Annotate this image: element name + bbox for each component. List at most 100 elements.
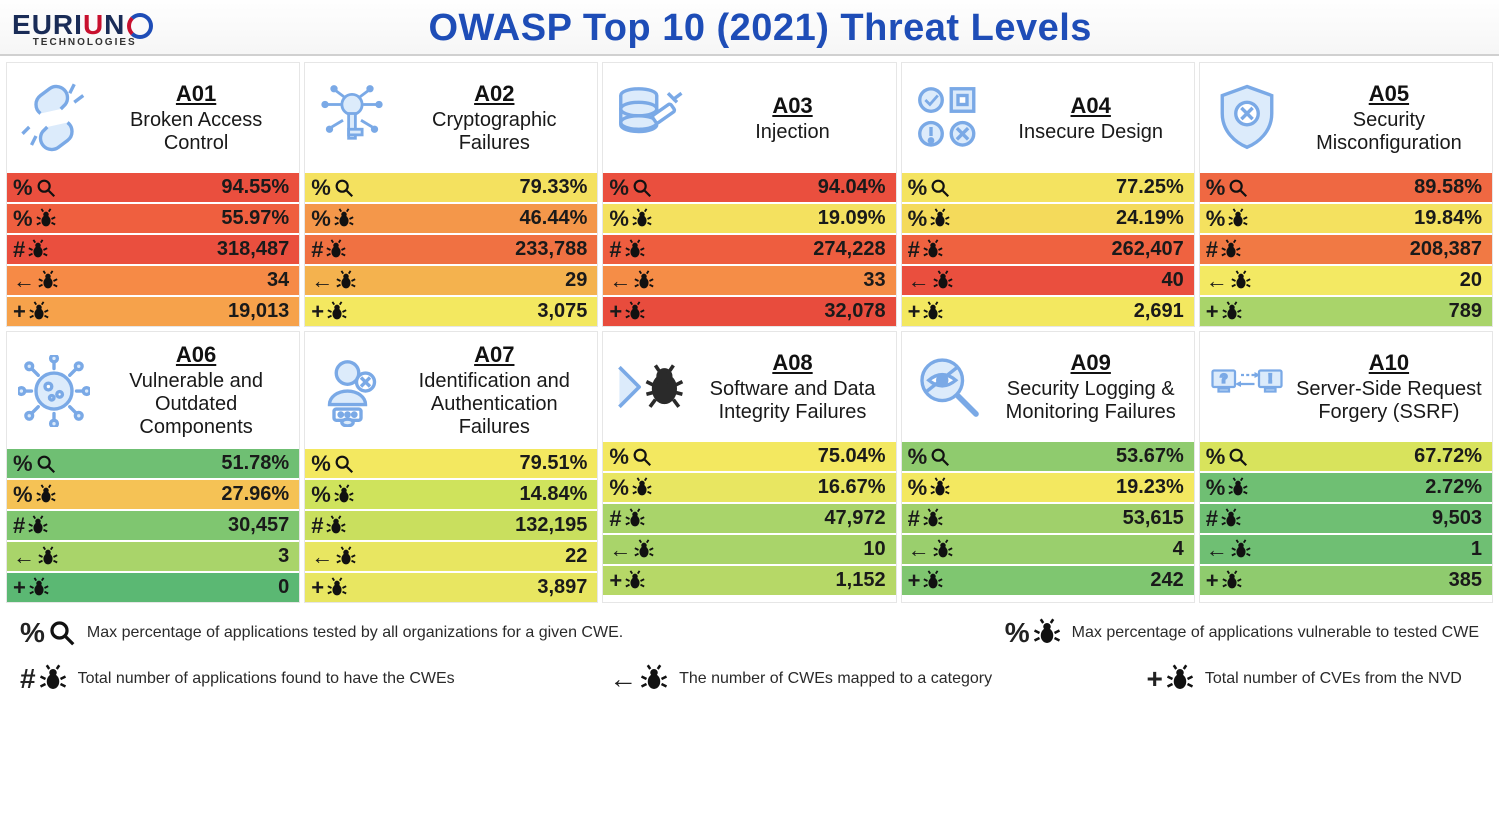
metric-value: 94.55% (221, 176, 289, 199)
metric-row-max_vuln: % 2.72% (1200, 471, 1492, 502)
card-name: Identification and Authentication Failur… (399, 370, 589, 439)
card-name: Injection (697, 121, 887, 144)
metric-row-total_apps: # 9,503 (1200, 502, 1492, 533)
metric-row-max_cov: % 79.51% (305, 447, 597, 478)
card-a09: A09 Security Logging & Monitoring Failur… (901, 331, 1195, 603)
metric-value: 3 (278, 545, 289, 568)
metric-row-max_vuln: % 46.44% (305, 202, 597, 233)
card-a07: A07 Identification and Authentication Fa… (304, 331, 598, 603)
metric-value: 10 (863, 538, 885, 561)
metric-value: 3,075 (537, 300, 587, 323)
card-code: A08 (697, 350, 887, 376)
card-a08: A08 Software and Data Integrity Failures… (602, 331, 896, 603)
svg-text:!: ! (1268, 372, 1272, 386)
card-name: Security Misconfiguration (1294, 109, 1484, 155)
card-a06: A06 Vulnerable and Outdated Components %… (6, 331, 300, 603)
card-name: Vulnerable and Outdated Components (101, 370, 291, 439)
card-a05: A05 Security Misconfiguration % 89.58% %… (1199, 62, 1493, 327)
metric-row-cves: + 789 (1200, 295, 1492, 326)
metric-value: 24.19% (1116, 207, 1184, 230)
cards-grid: A01 Broken Access Control % 94.55% % 55.… (0, 56, 1499, 603)
metric-value: 79.33% (520, 176, 588, 199)
eye-slash-mag-icon (910, 351, 988, 423)
legend-item: % Max percentage of applications tested … (20, 617, 623, 649)
card-name: Security Logging & Monitoring Failures (996, 378, 1186, 424)
metric-row-cwes: ← 20 (1200, 264, 1492, 295)
metric-value: 0 (278, 576, 289, 599)
metric-value: 233,788 (515, 238, 587, 261)
metric-value: 75.04% (818, 445, 886, 468)
card-code: A09 (996, 350, 1186, 376)
metric-row-cves: + 242 (902, 564, 1194, 595)
card-name: Insecure Design (996, 121, 1186, 144)
metric-value: 242 (1150, 569, 1183, 592)
metric-row-total_apps: # 208,387 (1200, 233, 1492, 264)
metric-value: 77.25% (1116, 176, 1184, 199)
ui-checks-icon (910, 82, 988, 154)
metric-value: 27.96% (221, 483, 289, 506)
metric-row-cves: + 385 (1200, 564, 1492, 595)
metric-value: 67.72% (1414, 445, 1482, 468)
metric-row-max_cov: % 53.67% (902, 440, 1194, 471)
metric-row-total_apps: # 318,487 (7, 233, 299, 264)
metric-row-total_apps: # 30,457 (7, 509, 299, 540)
svg-text:?: ? (1220, 372, 1227, 386)
metric-value: 19.84% (1414, 207, 1482, 230)
virus-icon (15, 355, 93, 427)
metric-value: 385 (1449, 569, 1482, 592)
metric-row-max_vuln: % 19.09% (603, 202, 895, 233)
metric-row-cves: + 32,078 (603, 295, 895, 326)
metric-value: 208,387 (1410, 238, 1482, 261)
chevron-bug-icon (611, 351, 689, 423)
metric-value: 22 (565, 545, 587, 568)
card-a04: A04 Insecure Design % 77.25% % 24.19% # … (901, 62, 1195, 327)
metric-row-max_vuln: % 14.84% (305, 478, 597, 509)
metric-value: 9,503 (1432, 507, 1482, 530)
card-code: A05 (1294, 81, 1484, 107)
metric-row-max_vuln: % 19.23% (902, 471, 1194, 502)
legend-item: ← The number of CWEs mapped to a categor… (609, 663, 992, 695)
metric-row-total_apps: # 233,788 (305, 233, 597, 264)
metric-value: 2.72% (1425, 476, 1482, 499)
card-name: Cryptographic Failures (399, 109, 589, 155)
metric-row-max_cov: % 67.72% (1200, 440, 1492, 471)
metric-row-cves: + 0 (7, 571, 299, 602)
metric-row-max_cov: % 77.25% (902, 171, 1194, 202)
metric-value: 1,152 (836, 569, 886, 592)
metric-row-max_vuln: % 27.96% (7, 478, 299, 509)
card-code: A04 (996, 93, 1186, 119)
metric-value: 789 (1449, 300, 1482, 323)
page-title: OWASP Top 10 (2021) Threat Levels (33, 7, 1487, 50)
metric-value: 318,487 (217, 238, 289, 261)
metric-row-cwes: ← 3 (7, 540, 299, 571)
db-syringe-icon (611, 82, 689, 154)
metric-row-cves: + 3,075 (305, 295, 597, 326)
metric-row-max_vuln: % 16.67% (603, 471, 895, 502)
metric-row-cwes: ← 22 (305, 540, 597, 571)
metric-row-cwes: ← 10 (603, 533, 895, 564)
metric-row-max_vuln: % 55.97% (7, 202, 299, 233)
card-code: A03 (697, 93, 887, 119)
legend-item: + Total number of CVEs from the NVD (1146, 663, 1461, 695)
user-auth-icon (313, 355, 391, 427)
metric-row-cwes: ← 33 (603, 264, 895, 295)
metric-value: 132,195 (515, 514, 587, 537)
metric-value: 40 (1162, 269, 1184, 292)
metric-row-total_apps: # 47,972 (603, 502, 895, 533)
metric-value: 4 (1173, 538, 1184, 561)
metric-row-total_apps: # 53,615 (902, 502, 1194, 533)
metric-row-cwes: ← 1 (1200, 533, 1492, 564)
metric-row-cwes: ← 29 (305, 264, 597, 295)
metric-value: 19.23% (1116, 476, 1184, 499)
metric-row-cves: + 3,897 (305, 571, 597, 602)
metric-value: 53,615 (1123, 507, 1184, 530)
card-code: A01 (101, 81, 291, 107)
metric-row-total_apps: # 262,407 (902, 233, 1194, 264)
metric-row-cwes: ← 4 (902, 533, 1194, 564)
card-a02: A02 Cryptographic Failures % 79.33% % 46… (304, 62, 598, 327)
card-name: Software and Data Integrity Failures (697, 378, 887, 424)
metric-value: 19,013 (228, 300, 289, 323)
card-a01: A01 Broken Access Control % 94.55% % 55.… (6, 62, 300, 327)
metric-value: 30,457 (228, 514, 289, 537)
metric-row-max_cov: % 89.58% (1200, 171, 1492, 202)
